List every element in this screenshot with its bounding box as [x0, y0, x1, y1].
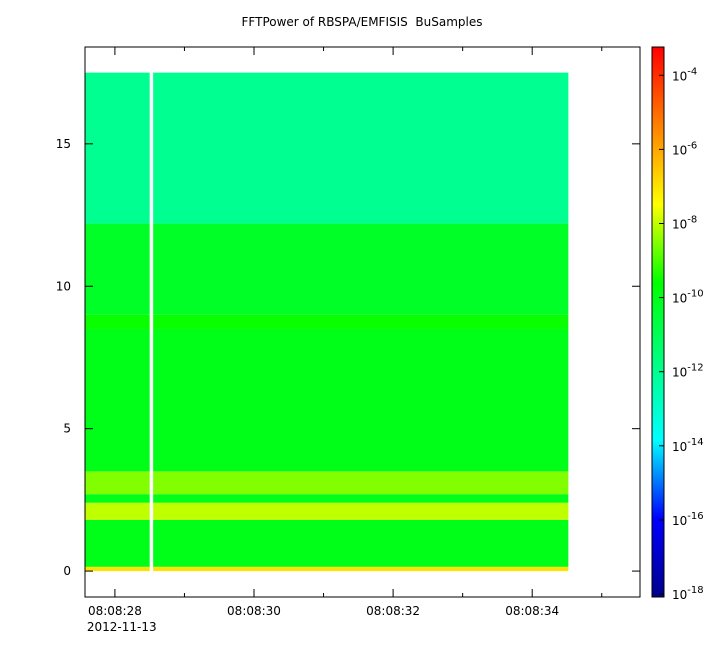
cell: [153, 223, 569, 315]
colorbar: [651, 46, 665, 598]
colorbar-tick-label: 10-14: [672, 437, 704, 454]
cell: [85, 471, 150, 495]
colorbar-tick-exponent: -18: [687, 585, 703, 596]
cell: [153, 502, 569, 520]
y-tick-label: 5: [63, 422, 71, 436]
colorbar-tick-label: 10-16: [672, 511, 704, 528]
cell: [85, 519, 150, 567]
colorbar-tick-exponent: -10: [687, 289, 703, 300]
y-tick-label: 0: [63, 564, 71, 578]
colorbar-tick-exponent: -4: [687, 66, 697, 77]
cell: [153, 471, 569, 495]
cell: [85, 223, 150, 315]
colorbar-tick-base: 10: [672, 217, 687, 231]
colorbar-tick-base: 10: [672, 514, 687, 528]
cell: [153, 494, 569, 503]
colorbar-tick-exponent: -16: [687, 511, 703, 522]
colorbar-tick-label: 10-12: [672, 363, 704, 380]
y-tick-label: 10: [56, 279, 71, 293]
colorbar-tick-label: 10-18: [672, 585, 704, 602]
colorbar-tick-base: 10: [672, 588, 687, 602]
cell: [85, 72, 150, 224]
cell: [85, 566, 150, 572]
colorbar-tick-exponent: -6: [687, 140, 697, 151]
cell: [153, 566, 569, 572]
colorbar-tick-exponent: -8: [687, 214, 697, 225]
cell: [85, 494, 150, 503]
cell: [153, 314, 569, 329]
x-tick-label: 08:08:30: [227, 604, 281, 618]
colorbar-tick-label: 10-10: [672, 289, 704, 306]
colorbar-tick-base: 10: [672, 143, 687, 157]
colorbar-tick-base: 10: [672, 69, 687, 83]
plot-frame: [84, 46, 641, 598]
chart-title: FFTPower of RBSPA/EMFISIS BuSamples: [242, 15, 483, 29]
x-tick-label: 08:08:34: [505, 604, 559, 618]
x-tick-label: 08:08:32: [366, 604, 420, 618]
colorbar-tick-base: 10: [672, 292, 687, 306]
colorbar-tick-label: 10-4: [672, 66, 697, 83]
colorbar-tick-label: 10-8: [672, 214, 697, 231]
cell: [153, 72, 569, 224]
colorbar-tick-base: 10: [672, 440, 687, 454]
colorbar-tick-label: 10-6: [672, 140, 697, 157]
y-tick-label: 15: [56, 137, 71, 151]
cell: [85, 502, 150, 520]
cell: [153, 328, 569, 472]
cell: [85, 328, 150, 472]
colorbar-tick-exponent: -14: [687, 437, 703, 448]
colorbar-tick-base: 10: [672, 366, 687, 380]
x-date-label: 2012-11-13: [87, 620, 157, 634]
x-tick-label: 08:08:28: [88, 604, 142, 618]
colorbar-tick-exponent: -12: [687, 363, 703, 374]
cell: [85, 314, 150, 329]
cell: [153, 519, 569, 567]
